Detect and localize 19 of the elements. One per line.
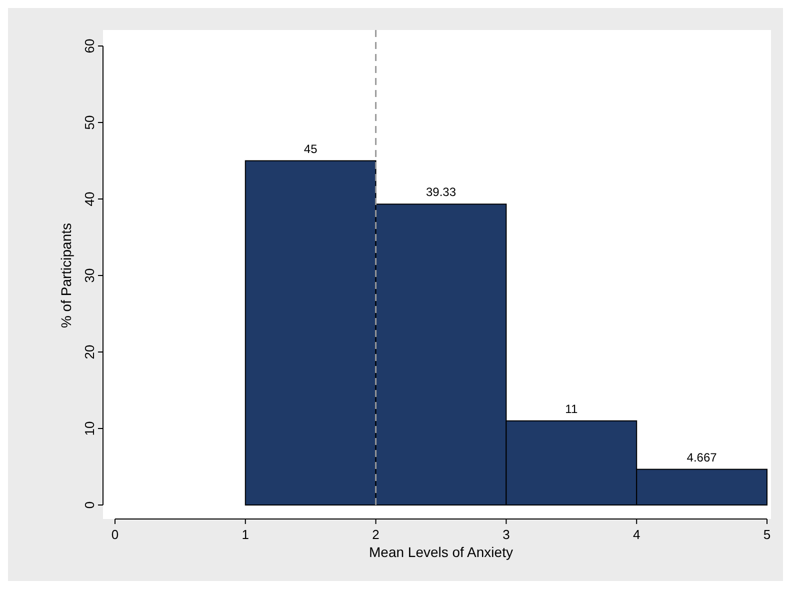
- x-tick-label: 2: [372, 527, 380, 542]
- x-tick-label: 1: [242, 527, 250, 542]
- data-label: 4.667: [686, 450, 718, 464]
- x-tick-label: 4: [632, 527, 640, 542]
- y-tick-label: 10: [82, 421, 97, 436]
- x-tick-label: 5: [763, 527, 771, 542]
- y-axis-title: % of Participants: [58, 222, 74, 328]
- data-label: 11: [565, 402, 578, 416]
- y-tick-label: 20: [82, 344, 97, 360]
- x-tick-label: 0: [111, 527, 119, 542]
- x-axis-title: Mean Levels of Anxiety: [369, 544, 513, 560]
- data-label: 45: [304, 142, 318, 156]
- y-tick-label: 40: [82, 192, 97, 206]
- y-tick-label: 30: [82, 268, 97, 283]
- y-tick-label: 60: [82, 38, 97, 54]
- data-label: 39.33: [426, 185, 456, 200]
- x-tick-label: 3: [502, 527, 510, 542]
- y-tick-label: 0: [82, 501, 97, 509]
- y-tick-label: 50: [82, 115, 97, 130]
